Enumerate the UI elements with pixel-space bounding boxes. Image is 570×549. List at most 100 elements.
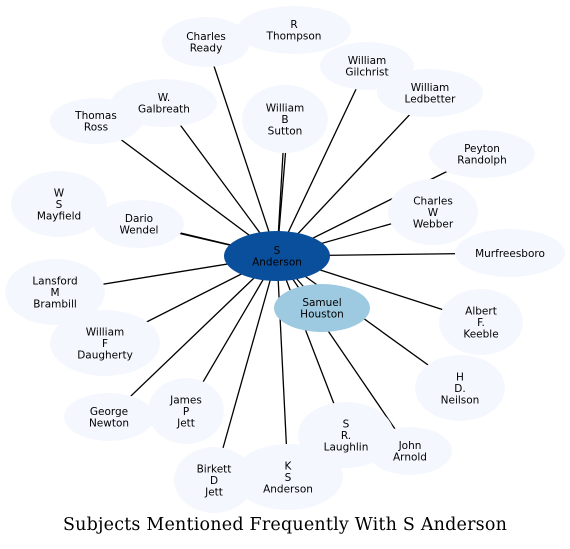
node-samuel-houston-label-line: Samuel [302, 297, 341, 309]
node-albert-f-keeble: Albert F. Keeble [439, 289, 523, 355]
node-william-b-sutton-label-line: B [281, 114, 288, 126]
node-john-arnold: John Arnold [368, 427, 452, 475]
node-john-arnold-label-line: Arnold [393, 452, 427, 464]
node-lansford-m-brambill-label-line: Lansford [32, 275, 77, 287]
node-k-s-anderson-shape [233, 444, 343, 510]
node-charles-ready: Charles Ready [162, 17, 250, 67]
node-william-gilchrist-label: William Gilchrist [345, 55, 388, 79]
node-george-newton-label-line: Newton [89, 418, 129, 430]
node-s-r-laughlin-label: S R. Laughlin [324, 418, 369, 453]
node-peyton-randolph: Peyton Randolph [429, 130, 535, 178]
node-dario-wendel-shape [94, 200, 184, 248]
node-lansford-m-brambill-shape [5, 259, 105, 325]
node-charles-w-webber-label-line: Charles [413, 195, 453, 207]
node-william-gilchrist-label-line: William [348, 55, 386, 67]
node-william-ledbetter-label: William Ledbetter [405, 82, 457, 106]
node-thomas-ross: Thomas Ross [50, 98, 142, 144]
node-john-arnold-label-line: John [398, 440, 422, 452]
node-albert-f-keeble-label-line: F. [477, 317, 485, 329]
node-charles-w-webber-label-line: Webber [413, 218, 454, 230]
node-lansford-m-brambill-label-line: Brambill [33, 298, 77, 310]
node-charles-ready-label: Charles Ready [186, 31, 226, 55]
node-samuel-houston: Samuel Houston [274, 284, 370, 332]
node-s-anderson-label-line: Anderson [252, 257, 302, 269]
node-h-d-neilson: H D. Neilson [415, 355, 505, 421]
node-james-p-jett-label-line: James [169, 394, 202, 406]
node-james-p-jett-label: James P Jett [169, 394, 202, 429]
node-william-b-sutton-shape [242, 85, 328, 153]
node-thomas-ross-label-line: Thomas [74, 110, 117, 122]
node-william-f-daugherty-label-line: Daugherty [77, 349, 133, 361]
node-birkett-d-jett-label-line: Jett [204, 486, 223, 498]
node-john-arnold-label: John Arnold [393, 440, 427, 464]
node-peyton-randolph-shape [429, 130, 535, 178]
node-john-arnold-shape [368, 427, 452, 475]
node-peyton-randolph-label-line: Peyton [464, 143, 500, 155]
node-birkett-d-jett-label: Birkett D Jett [197, 463, 232, 498]
node-murfreesboro-label-line: Murfreesboro [475, 248, 545, 260]
edge-k-s-anderson [276, 255, 289, 478]
node-william-b-sutton-label: William B Sutton [266, 102, 304, 137]
node-james-p-jett-label-line: Jett [176, 417, 195, 429]
node-albert-f-keeble-label: Albert F. Keeble [463, 305, 498, 340]
node-samuel-houston-shape [274, 284, 370, 332]
node-george-newton-label-line: George [90, 406, 128, 418]
node-w-s-mayfield-shape [11, 171, 107, 237]
node-charles-w-webber: Charles W Webber [388, 179, 478, 245]
node-william-f-daugherty-label: William F Daugherty [77, 326, 133, 361]
node-h-d-neilson-label-line: D. [454, 383, 465, 395]
node-h-d-neilson-label-line: H [456, 371, 464, 383]
node-s-r-laughlin-label-line: S [343, 418, 350, 430]
node-william-f-daugherty-label-line: F [102, 338, 108, 350]
node-charles-ready-label-line: Charles [186, 31, 226, 43]
node-william-gilchrist-label-line: Gilchrist [345, 67, 388, 79]
edge-thomas-ross [95, 120, 278, 257]
node-dario-wendel: Dario Wendel [94, 200, 184, 248]
node-samuel-houston-label-line: Houston [300, 309, 344, 321]
node-w-s-mayfield-label: W S Mayfield [37, 187, 81, 222]
node-william-b-sutton: William B Sutton [242, 85, 328, 153]
node-k-s-anderson: K S Anderson [233, 444, 343, 510]
node-george-newton-shape [64, 393, 154, 441]
node-charles-w-webber-label: Charles W Webber [413, 195, 454, 230]
node-w-s-mayfield-label-line: S [56, 199, 63, 211]
node-w-galbreath-label-line: W. [158, 92, 171, 104]
node-lansford-m-brambill-label-line: M [50, 287, 59, 299]
node-lansford-m-brambill: Lansford M Brambill [5, 259, 105, 325]
node-h-d-neilson-label-line: Neilson [441, 394, 480, 406]
node-s-anderson-shape [224, 231, 330, 281]
node-james-p-jett-shape [148, 378, 224, 444]
node-albert-f-keeble-label-line: Albert [465, 305, 497, 317]
node-k-s-anderson-label-line: K [285, 460, 293, 472]
node-william-f-daugherty: William F Daugherty [50, 310, 160, 376]
node-w-galbreath-label-line: Galbreath [138, 104, 190, 116]
node-h-d-neilson-label: H D. Neilson [441, 371, 480, 406]
node-william-ledbetter-label-line: William [411, 82, 449, 94]
node-thomas-ross-label: Thomas Ross [74, 110, 117, 134]
node-k-s-anderson-label-line: S [285, 472, 292, 484]
node-birkett-d-jett-label-line: Birkett [197, 463, 232, 475]
node-peyton-randolph-label-line: Randolph [457, 155, 506, 167]
edge-george-newton [108, 255, 278, 418]
node-r-thompson-label-line: R [290, 19, 297, 31]
node-murfreesboro-label: Murfreesboro [475, 248, 545, 260]
node-thomas-ross-shape [50, 98, 142, 144]
node-william-ledbetter-shape [377, 69, 483, 117]
edge-william-gilchrist [276, 65, 368, 257]
edge-william-ledbetter [276, 92, 431, 257]
node-r-thompson-shape [237, 6, 351, 54]
node-dario-wendel-label: Dario Wendel [120, 213, 159, 237]
node-h-d-neilson-shape [415, 355, 505, 421]
node-w-s-mayfield: W S Mayfield [11, 171, 107, 237]
node-charles-ready-shape [162, 17, 250, 67]
node-william-f-daugherty-shape [50, 310, 160, 376]
node-r-thompson-label: R Thompson [266, 19, 322, 42]
node-s-r-laughlin-label-line: R. [341, 430, 351, 442]
node-thomas-ross-label-line: Ross [84, 122, 108, 134]
node-charles-w-webber-shape [388, 179, 478, 245]
node-william-ledbetter-label-line: Ledbetter [405, 94, 457, 106]
node-george-newton-label: George Newton [89, 406, 129, 430]
node-birkett-d-jett-label-line: D [210, 475, 218, 487]
